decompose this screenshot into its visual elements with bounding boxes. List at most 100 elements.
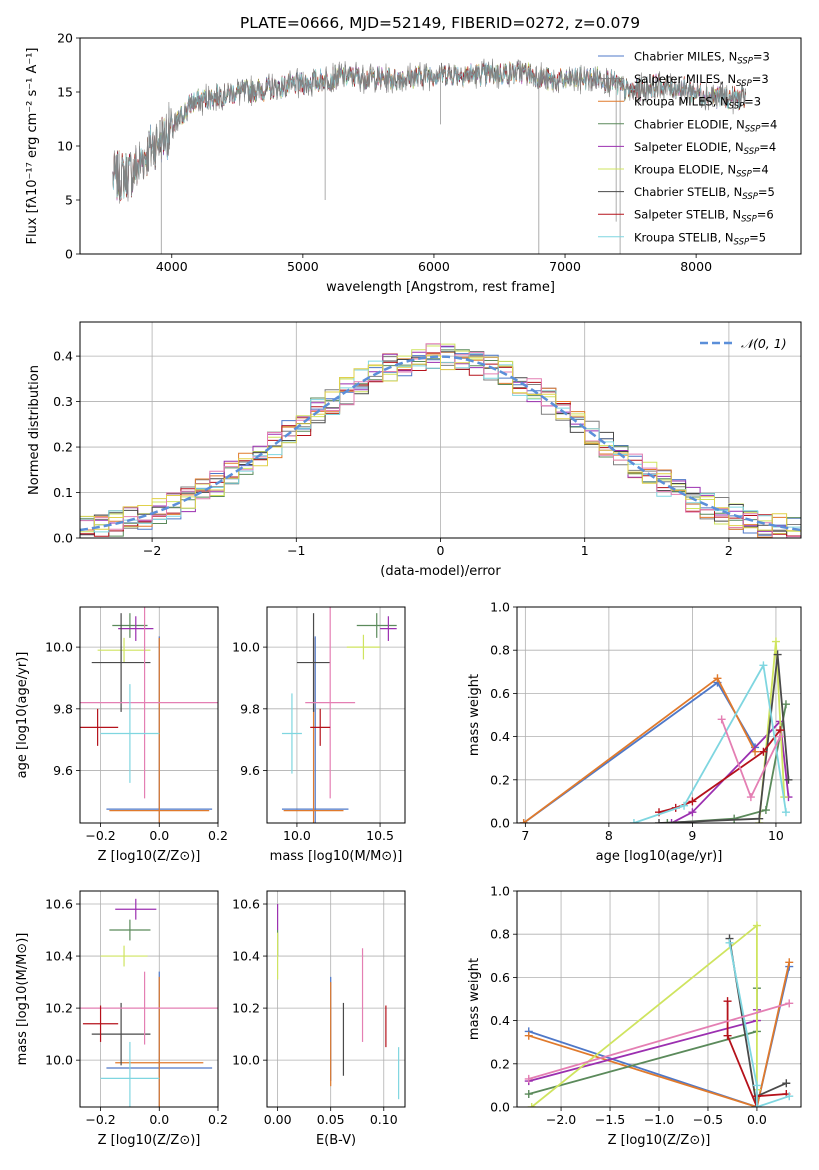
weight-point-marker (730, 814, 739, 823)
weight-point-marker (781, 808, 790, 817)
x-axis-label: mass [log10(M/M⊙)] (270, 849, 403, 864)
weight-point-marker (688, 808, 697, 817)
y-tick-label: 1.0 (490, 884, 510, 899)
weight-series-line (671, 719, 790, 823)
x-tick-label: 10.5 (366, 828, 394, 843)
weight-point-marker (717, 715, 726, 724)
x-tick-label: −0.5 (693, 1112, 723, 1127)
error-bar-point (305, 607, 356, 799)
weight-point-marker (785, 999, 794, 1008)
legend-label: Salpeter ELODIE, NSSP=4 (634, 140, 776, 157)
y-tick-label: 9.8 (240, 701, 260, 716)
y-tick-label: 10.4 (232, 949, 260, 964)
error-bar-point (80, 607, 218, 799)
weight-point-marker (725, 938, 734, 947)
residuals-frame (79, 321, 802, 539)
error-bar-point (112, 613, 148, 638)
error-bar-point (91, 613, 151, 712)
error-bar-point (82, 1005, 119, 1042)
weight-point-marker (761, 806, 770, 815)
y-tick-label: 9.6 (240, 763, 260, 778)
weight-series-line (528, 988, 758, 1095)
x-tick-label: 10.0 (283, 828, 311, 843)
weight-series-line (633, 662, 787, 823)
y-tick-label: 0.0 (490, 1100, 510, 1115)
residual-histogram (80, 355, 801, 532)
x-tick-label: 7 (521, 828, 529, 843)
x-tick-label: 1 (581, 543, 589, 558)
x-axis-label: E(B-V) (316, 1133, 356, 1148)
error-bar-point (281, 636, 349, 823)
x-axis-label: Z [log10(Z/Z⊙)] (98, 1133, 201, 1148)
y-tick-label: 15 (57, 85, 73, 100)
mass-vs-Z-axes: −0.2 0.0 0.2 10.0 10.2 10.4 10.6 Z [log10(Z/Z⊙)… (15, 891, 228, 1148)
weight-point-marker (713, 674, 722, 683)
age-vs-Z-frame (79, 606, 219, 824)
error-bar-point (109, 919, 151, 941)
y-tick-label: 5 (65, 193, 73, 208)
residuals-legend: 𝒩(0, 1) (700, 336, 787, 351)
weight-vs-Z-frame (516, 890, 802, 1108)
x-tick-label: 10 (768, 828, 784, 843)
y-tick-label: 10.6 (45, 897, 73, 912)
y-tick-label: 0.4 (490, 1013, 510, 1028)
y-tick-label: 0.6 (490, 686, 510, 701)
x-tick-label: 0.10 (370, 1112, 398, 1127)
y-tick-label: 10 (57, 139, 73, 154)
x-tick-label: −0.2 (85, 1112, 115, 1127)
spectrum-lines (112, 58, 746, 254)
weight-point-marker (752, 1103, 761, 1107)
weight-point-marker (782, 1079, 791, 1088)
weight-point-marker (663, 819, 672, 823)
y-tick-label: 20 (57, 31, 73, 46)
weight-point-marker (524, 1074, 533, 1083)
x-tick-label: −2 (143, 543, 161, 558)
error-bar-point (356, 613, 397, 638)
spectrum-frame (79, 37, 802, 255)
weight-point-marker (688, 797, 697, 806)
y-tick-label: 0.6 (490, 970, 510, 985)
weight-point-marker (771, 637, 780, 646)
legend-label: Kroupa ELODIE, NSSP=4 (634, 163, 769, 180)
legend-label: Kroupa MILES, NSSP=3 (634, 95, 761, 112)
mass-vs-ebv-frame (266, 890, 406, 1108)
error-bar-point (91, 1002, 151, 1066)
weight-point-marker (784, 775, 793, 784)
y-tick-label: 10.2 (45, 1001, 73, 1016)
weight-point-marker (723, 997, 732, 1006)
y-tick-label: 10.2 (232, 1001, 260, 1016)
spectrum-data-line (112, 58, 746, 204)
y-axis-label: mass weight (467, 674, 482, 756)
mass-vs-ebv-points (277, 904, 400, 1100)
weight-series-line (726, 1001, 787, 1107)
weight-vs-Z-series (524, 921, 794, 1107)
figure-title: PLATE=0666, MJD=52149, FIBERID=0272, z=0… (240, 14, 640, 32)
y-tick-label: 1.0 (490, 600, 510, 615)
y-tick-label: 0.4 (490, 729, 510, 744)
x-tick-label: −1 (287, 543, 305, 558)
x-tick-label: −1.5 (595, 1112, 625, 1127)
y-axis-label: Normed distribution (27, 365, 42, 495)
error-bar-point (109, 637, 210, 823)
weight-series-line (728, 938, 787, 1107)
weight-vs-age-series (519, 637, 793, 823)
error-bar-point (310, 708, 331, 746)
y-tick-label: 9.6 (53, 763, 73, 778)
x-tick-label: −1.0 (644, 1112, 674, 1127)
x-axis-label: Z [log10(Z/Z⊙)] (608, 1133, 711, 1148)
x-tick-label: 0.2 (208, 828, 228, 843)
y-tick-label: 0.2 (490, 1056, 510, 1071)
weight-point-marker (785, 958, 794, 967)
age-vs-mass-axes: 10.0 10.5 9.6 9.8 10.0 mass [log10(M/M⊙)] (232, 607, 405, 864)
x-tick-label: 4000 (156, 259, 188, 274)
x-tick-label: 0.05 (317, 1112, 345, 1127)
weight-point-marker (785, 1092, 794, 1101)
weight-point-marker (755, 814, 764, 823)
y-tick-label: 10.0 (45, 640, 73, 655)
weight-point-marker (759, 661, 768, 670)
mass-vs-Z-points (80, 898, 218, 1107)
age-vs-mass-points (281, 607, 397, 823)
residual-histograms (80, 343, 801, 538)
legend-label: Salpeter STELIB, NSSP=6 (634, 208, 774, 225)
